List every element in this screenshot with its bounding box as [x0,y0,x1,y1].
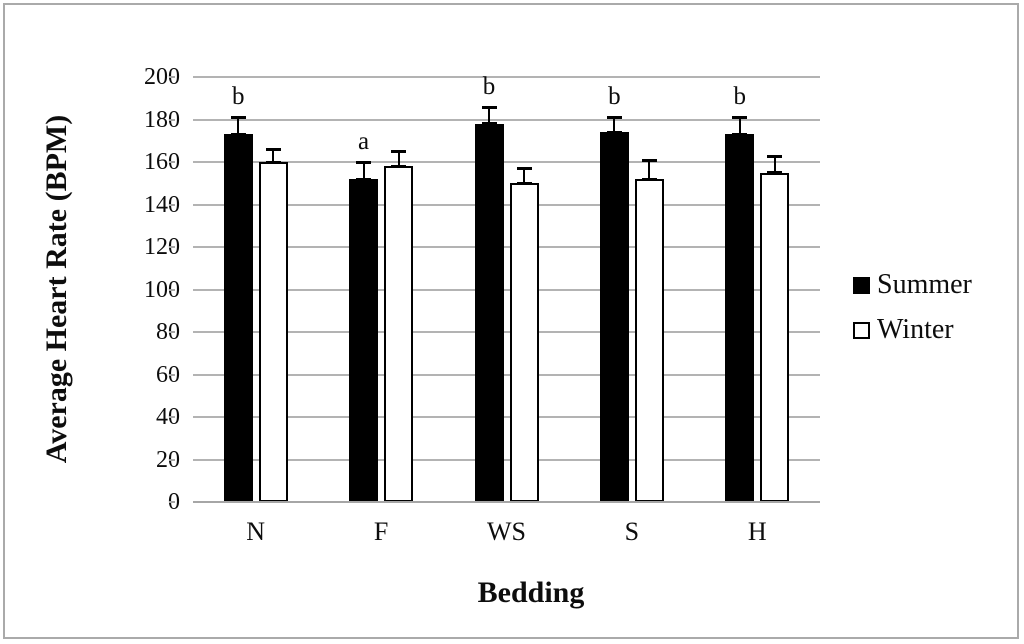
error-bar-bottom-cap [516,181,532,185]
y-tick-mark [169,501,175,503]
error-bar-winter-S [648,159,651,179]
error-bar-bottom-cap [641,177,657,181]
error-bar-top-cap [391,150,407,154]
y-tick-mark [169,161,175,163]
y-tick-label: 100 [144,276,180,303]
error-bar-winter-WS [523,168,525,184]
bar-summer-S [599,132,629,502]
gridline-140 [193,203,820,206]
gridline-20 [193,458,820,461]
y-tick-mark [169,331,175,333]
error-bar-bottom-cap [356,177,372,181]
bar-winter-H [760,172,790,502]
y-tick-label: 180 [144,106,180,133]
legend-label-summer: Summer [877,269,972,300]
error-bar-top-cap [606,116,622,120]
bar-winter-WS [509,183,539,502]
gridline-80 [193,331,820,333]
gridline-100 [193,288,820,291]
error-bar-bottom-cap [265,160,281,164]
y-tick-label: 140 [144,191,180,218]
y-tick-label: 40 [156,404,180,430]
x-axis-title: Bedding [477,576,585,609]
x-category-label-N: N [246,517,266,546]
legend-item-winter: Winter [853,316,972,344]
x-category-label-WS: WS [487,517,526,546]
significance-letter-S: b [608,83,621,111]
error-bar-bottom-cap [481,122,497,126]
bar-summer-N [223,134,253,502]
x-category-label-S: S [624,517,640,546]
error-bar-summer-H [738,117,741,135]
error-bar-winter-N [272,149,275,162]
y-tick-mark [169,203,175,206]
legend-item-summer: Summer [853,271,972,299]
bar-winter-F [384,166,414,502]
gridline-120 [193,246,820,248]
legend-label-winter: Winter [877,314,954,345]
significance-letter-F: a [358,128,370,155]
error-bar-top-cap [230,116,246,120]
error-bar-summer-WS [488,106,490,124]
summer-swatch-icon [853,276,870,294]
bar-winter-N [258,162,288,502]
error-bar-top-cap [481,105,497,109]
x-category-label-H: H [747,517,767,546]
y-tick-label: 60 [156,361,180,388]
error-bar-bottom-cap [606,130,622,134]
y-tick-label: 120 [144,234,180,260]
y-tick-mark [169,458,175,461]
y-tick-label: 20 [156,446,180,473]
bar-summer-H [725,134,755,502]
gridline-60 [193,373,820,376]
y-tick-mark [169,373,175,376]
gridline-160 [193,161,820,163]
error-bar-bottom-cap [391,164,407,168]
error-bar-top-cap [265,148,281,152]
significance-letter-WS: b [482,72,496,100]
y-tick-label: 160 [144,149,180,175]
significance-letter-N: b [231,83,245,111]
error-bar-bottom-cap [767,171,783,175]
bar-winter-S [634,179,664,502]
error-bar-top-cap [732,116,748,120]
error-bar-winter-F [397,151,400,167]
y-tick-mark [169,288,175,291]
bar-summer-F [349,179,379,502]
x-axis-line [193,501,820,503]
error-bar-bottom-cap [230,132,246,136]
significance-letter-H: b [733,83,747,111]
error-bar-top-cap [516,167,532,171]
y-tick-label: 80 [156,319,180,345]
error-bar-top-cap [356,161,372,164]
gridline-40 [193,416,820,418]
error-bar-top-cap [641,158,657,162]
y-tick-mark [169,118,175,121]
x-category-label-F: F [373,517,389,546]
y-tick-label: 0 [96,490,180,514]
error-bar-winter-H [773,155,776,173]
y-tick-mark [169,416,175,418]
gridline-200 [193,76,820,78]
winter-swatch-icon [853,321,870,339]
y-tick-label: 200 [144,64,180,90]
y-tick-mark [169,246,175,248]
y-tick-mark [169,76,175,78]
gridline-180 [193,118,820,121]
error-bar-summer-N [237,117,240,135]
error-bar-top-cap [767,154,783,158]
bar-summer-WS [474,123,504,502]
y-axis-title: Average Heart Rate (BPM) [40,114,73,464]
error-bar-summer-F [362,162,365,179]
error-bar-summer-S [613,117,616,133]
legend: Summer Winter [853,271,972,344]
error-bar-bottom-cap [732,132,748,136]
